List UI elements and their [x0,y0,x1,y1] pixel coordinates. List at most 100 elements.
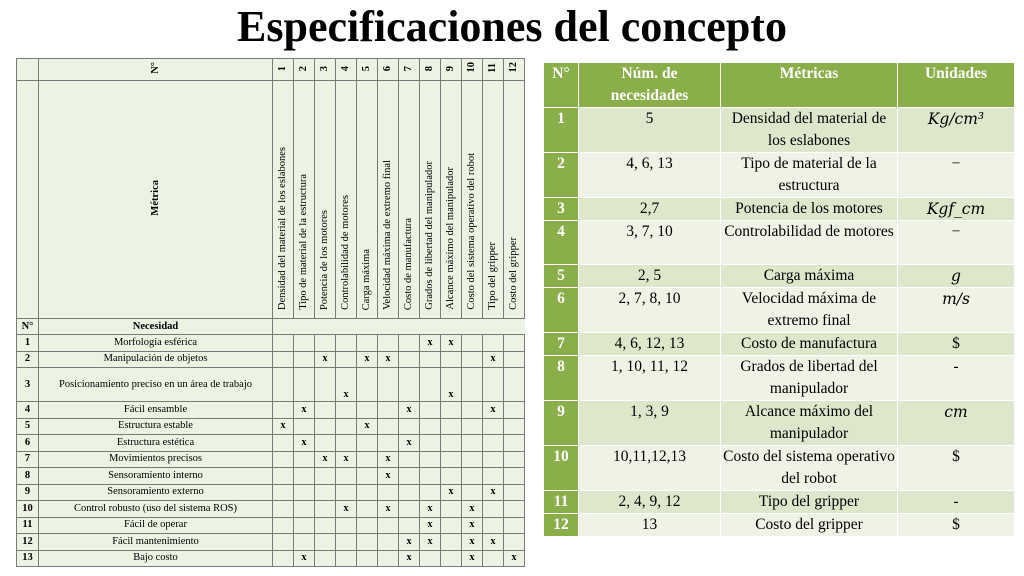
metric-row: 4 3, 7, 10 Controlabilidad de motores − [543,220,1015,265]
metric-needs: 2, 7, 8, 10 [578,287,721,333]
relation-mark [335,401,357,419]
metric-number-cell: 6 [377,58,399,81]
empty-cell [440,318,462,335]
relation-mark [398,516,420,534]
metric-name: Controlabilidad de motores [720,220,898,265]
relation-mark [503,467,525,485]
need-row: 7 Movimientos precisos x x x [16,450,525,468]
metric-needs: 2,7 [578,197,721,221]
metric-name: Velocidad máxima de extremo final [720,287,898,333]
relation-mark: x [377,350,399,368]
need-row: 5 Estructura estable x x [16,417,525,435]
relation-mark: x [419,533,441,551]
needs-metrics-matrix: N° 1 2 3 4 5 6 7 8 9 10 11 12 Métrica Densidad del mat… [16,58,525,567]
relation-mark [503,434,525,452]
relation-mark: x [461,549,483,567]
metric-number: 6 [382,66,393,72]
metric-number: 2 [298,66,309,72]
metric-name-cell: Velocidad máxima de extremo final [377,80,399,319]
relation-mark [293,533,315,551]
relation-mark [398,450,420,468]
relation-mark [377,334,399,352]
empty-cell [272,318,294,335]
need-name: Fácil mantenimiento [38,533,273,551]
relation-mark [293,450,315,468]
relation-mark [503,401,525,419]
metric-number-cell: 2 [293,58,315,81]
need-number: 10 [16,500,39,518]
relation-mark [482,434,504,452]
metric-unit: g [897,264,1015,288]
metric-unit: $ [897,445,1015,491]
need-number: 13 [16,549,39,567]
blank-cell [16,80,39,319]
relation-mark [377,533,399,551]
metric-number-cell: 1 [272,58,294,81]
need-name: Estructura estable [38,417,273,435]
metric-name-cell: Alcance máximo del manipulador [440,80,462,319]
metric-name: Costo de manufactura [720,332,898,356]
header-number: N° [543,62,579,108]
metric-number: 5 [543,264,579,288]
relation-mark: x [398,549,420,567]
relation-mark [314,401,336,419]
metric-name: Tipo de material de la estructura [298,174,309,310]
relation-mark [356,533,378,551]
empty-cell [377,318,399,335]
header-needs: Núm. de necesidades [578,62,721,108]
metric-name-cell: Grados de libertad del manipulador [419,80,441,319]
metric-number: 6 [543,287,579,333]
need-row: 4 Fácil ensamble x x x [16,401,525,419]
relation-mark [482,467,504,485]
relation-mark [293,483,315,501]
metric-label-cell: Métrica [38,80,273,319]
metric-number-cell: 12 [503,58,525,81]
metric-row: 5 2, 5 Carga máxima g [543,264,1015,288]
metric-unit: cm [897,400,1015,446]
relation-mark [398,500,420,518]
relation-mark [272,533,294,551]
relation-mark: x [482,533,504,551]
relation-mark [272,516,294,534]
metric-number: 9 [445,66,456,72]
relation-mark [293,500,315,518]
relation-mark [377,483,399,501]
metric-name: Costo del gripper [720,513,898,537]
relation-mark [461,467,483,485]
corner-cell [16,58,39,81]
metrics-table: N° Núm. de necesidades Métricas Unidades… [543,62,1015,537]
empty-cell [398,318,420,335]
metric-needs: 4, 6, 13 [578,152,721,198]
metric-row: 9 1, 3, 9 Alcance máximo del manipulador cm [543,400,1015,446]
metric-number-label-text: N° [149,61,161,74]
metric-name: Velocidad máxima de extremo final [382,160,393,310]
need-name: Bajo costo [38,549,273,567]
relation-mark: x [335,367,357,402]
relation-mark [314,467,336,485]
metric-name: Tipo de material de la estructura [720,152,898,198]
relation-mark [377,434,399,452]
relation-mark [398,367,420,402]
empty-cell [461,318,483,335]
relation-mark: x [440,483,462,501]
metric-number: 4 [543,220,579,265]
relation-mark [461,483,483,501]
metric-number-cell: 8 [419,58,441,81]
metric-number: 11 [487,62,498,73]
metric-row: 2 4, 6, 13 Tipo de material de la estructu… [543,152,1015,198]
metric-unit: $ [897,332,1015,356]
relation-mark [503,417,525,435]
metric-unit: - [897,355,1015,401]
need-name: Sensoramiento externo [38,483,273,501]
metric-number: 2 [543,152,579,198]
metric-name-cell: Potencia de los motores [314,80,336,319]
relation-mark [503,450,525,468]
metric-number: 4 [340,66,351,72]
empty-cell [314,318,336,335]
metric-name: Costo del sistema operativo del robot [720,445,898,491]
relation-mark [461,367,483,402]
relation-mark [356,334,378,352]
relation-mark [335,549,357,567]
relation-mark [419,417,441,435]
metric-unit: − [897,152,1015,198]
